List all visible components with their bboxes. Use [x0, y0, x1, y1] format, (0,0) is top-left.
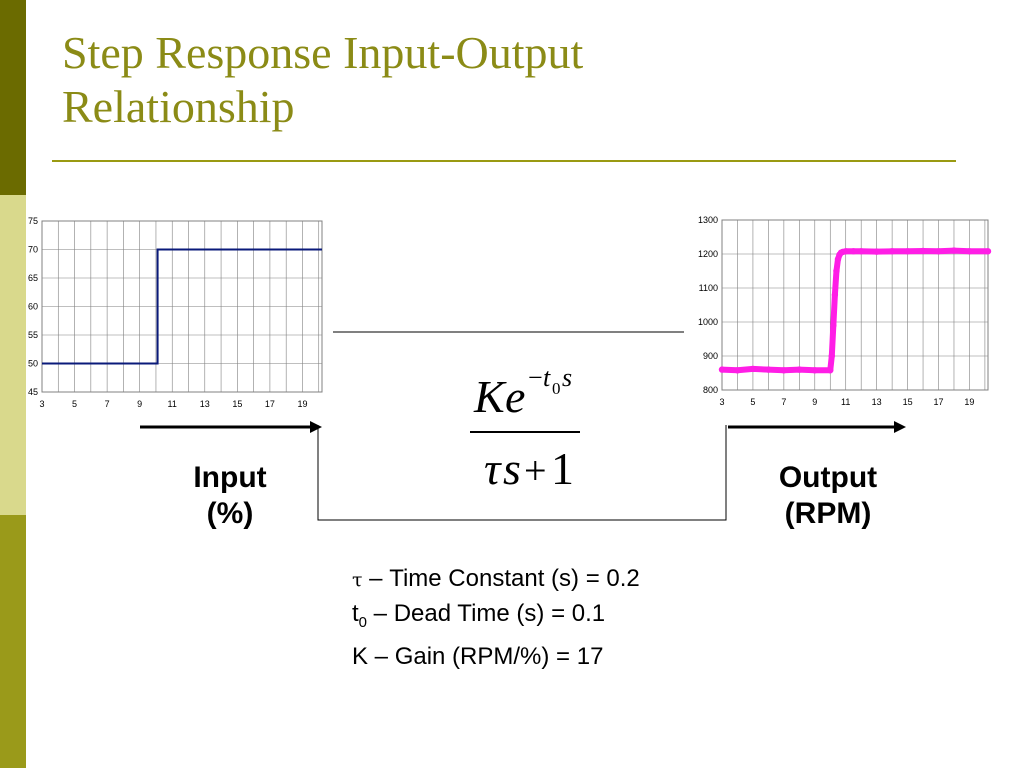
output-chart-data-point [828, 352, 836, 360]
output-label-line1: Output [778, 461, 878, 494]
input-label-line1: Input [193, 461, 267, 494]
input-chart-y-tick-label: 50 [28, 359, 38, 369]
parameter-list: τ – Time Constant (s) = 0.2 t0 – Dead Ti… [352, 562, 640, 674]
tf-exponent-s: s [562, 363, 572, 392]
param-gain: K – Gain (RPM/%) = 17 [352, 642, 604, 670]
slide-title: Step Response Input-Output Relationship [62, 26, 962, 134]
tf-exponent-minus: − [528, 363, 543, 392]
tf-denominator-one: 1 [551, 443, 574, 494]
output-chart-y-tick-label: 900 [703, 351, 718, 361]
output-chart-data-point [919, 247, 927, 255]
output-chart-x-tick-label: 13 [872, 397, 882, 407]
input-chart-x-tick-label: 7 [105, 399, 110, 409]
output-chart-data-point [830, 322, 837, 329]
sidebar-segment-mid [0, 515, 26, 768]
output-chart-data-point [873, 248, 880, 255]
output-chart-data-point [749, 365, 757, 373]
output-label-line2: (RPM) [784, 497, 872, 530]
lower-connector-line [317, 425, 727, 521]
tf-denominator-tau: τ [484, 443, 502, 494]
output-label: Output (RPM) [748, 460, 908, 532]
slide-title-line1: Step Response Input-Output [62, 27, 584, 78]
output-chart-plot-area [721, 219, 989, 391]
param-time-constant: τ – Time Constant (s) = 0.2 [352, 562, 640, 597]
output-chart-data-point [842, 248, 849, 255]
input-chart-x-tick-label: 5 [72, 399, 77, 409]
input-arrow-head [310, 421, 322, 433]
slide-sidebar [0, 0, 26, 768]
input-chart-series-line [42, 248, 322, 365]
input-chart-y-tick-label: 60 [28, 302, 38, 312]
input-chart-x-tick-label: 17 [265, 399, 275, 409]
slide-title-line2: Relationship [62, 81, 295, 132]
input-label: Input (%) [150, 460, 310, 532]
input-chart-y-tick-label: 75 [28, 216, 38, 226]
output-chart-data-point [780, 367, 788, 374]
tf-exponent-t: t [543, 363, 551, 392]
output-chart-y-tick-label: 1300 [698, 215, 718, 225]
param-dead-time-text: – Dead Time (s) = 0.1 [367, 600, 606, 627]
input-label-line2: (%) [206, 497, 254, 530]
output-chart-data-point [827, 367, 834, 374]
tau-symbol: τ [352, 569, 363, 591]
input-chart-y-tick-label: 45 [28, 387, 38, 397]
output-arrow-head [894, 421, 906, 433]
output-chart-y-tick-label: 1100 [699, 283, 718, 293]
output-chart-data-point [904, 248, 911, 255]
output-chart-data-point [966, 248, 973, 255]
input-chart-x-tick-label: 15 [232, 399, 242, 409]
input-step-chart: 45 50 55 60 65 70 75 3 5 7 9 11 13 15 17 19 [28, 216, 323, 409]
output-chart-data-point [935, 248, 942, 255]
output-chart-data-point [950, 247, 958, 254]
output-chart-x-tick-label: 9 [812, 397, 817, 407]
output-chart-y-tick-label: 800 [703, 385, 718, 395]
tf-numerator-e: e [505, 371, 525, 422]
input-chart-x-tick-label: 19 [297, 399, 307, 409]
output-step-chart: 800 900 1000 1100 1200 1300 3 5 7 9 11 13 15 17 19 [698, 215, 992, 407]
output-chart-data-point [811, 367, 818, 374]
output-chart-data-point [984, 248, 992, 255]
input-chart-x-tick-label: 11 [168, 399, 177, 409]
output-chart-x-tick-label: 7 [781, 397, 786, 407]
output-chart-x-tick-label: 3 [719, 397, 724, 407]
input-chart-x-tick-label: 13 [200, 399, 210, 409]
output-chart-x-tick-label: 15 [903, 397, 913, 407]
output-chart-data-point [734, 367, 741, 374]
param-dead-time: t0 – Dead Time (s) = 0.1 [352, 597, 640, 640]
sidebar-segment-dark [0, 0, 26, 195]
param-time-constant-text: – Time Constant (s) = 0.2 [362, 565, 640, 592]
output-chart-data-point [857, 248, 865, 255]
output-chart-y-tick-label: 1000 [698, 317, 718, 327]
output-chart-x-tick-label: 11 [841, 397, 850, 407]
input-chart-y-tick-label: 70 [28, 245, 38, 255]
input-chart-x-tick-label: 3 [39, 399, 44, 409]
output-chart-x-tick-label: 5 [750, 397, 755, 407]
tf-exponent-sub: 0 [552, 379, 561, 398]
output-chart-x-tick-label: 17 [934, 397, 944, 407]
output-chart-y-tick-label: 1200 [698, 249, 718, 259]
tf-numerator-k: K [473, 371, 507, 422]
output-chart-data-point [796, 366, 803, 373]
t0-subscript: 0 [358, 613, 368, 631]
input-chart-y-tick-label: 65 [28, 273, 38, 283]
output-chart-data-point [765, 366, 772, 373]
output-chart-data-point [831, 291, 839, 298]
output-chart-data-point [850, 248, 857, 255]
output-chart-x-tick-label: 19 [964, 397, 974, 407]
sidebar-segment-light [0, 195, 26, 515]
t0-symbol: t [352, 600, 359, 627]
tf-denominator-plus: + [524, 448, 547, 493]
title-divider [52, 160, 956, 162]
output-chart-data-point [718, 366, 726, 373]
output-chart-data-point [888, 248, 896, 255]
input-chart-y-tick-label: 55 [28, 330, 38, 340]
output-chart-data-point [833, 267, 840, 275]
tf-denominator-s: s [503, 443, 521, 494]
input-chart-x-tick-label: 9 [137, 399, 142, 409]
